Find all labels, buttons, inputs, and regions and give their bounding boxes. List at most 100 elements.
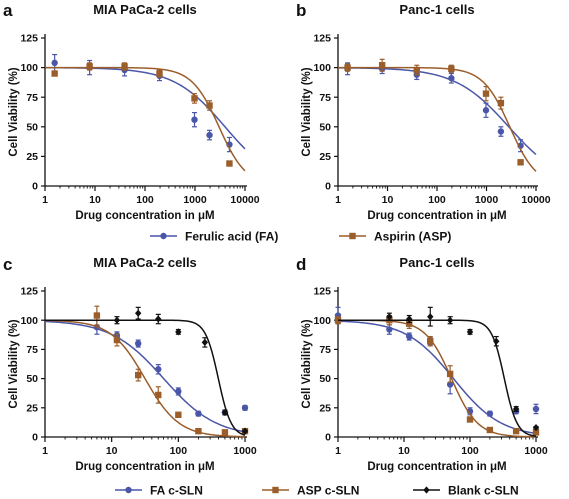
fit-curve: [44, 319, 246, 438]
legend-marker: [272, 486, 279, 494]
fit-curve: [45, 319, 246, 436]
y-tick-label: 50: [26, 373, 38, 385]
data-point: [113, 316, 121, 324]
x-tick-label: 100: [136, 194, 154, 206]
data-point: [195, 410, 202, 417]
y-tick-label: 0: [32, 432, 38, 444]
data-point: [486, 426, 494, 434]
data-point: [532, 424, 540, 432]
y-tick-label: 25: [26, 151, 38, 163]
data-point: [134, 340, 142, 347]
panel-title: MIA PaCa-2 cells: [93, 2, 197, 17]
panel-title: Panc-1 cells: [399, 2, 474, 17]
y-tick-label: 75: [319, 92, 331, 104]
y-axis-label: Cell Viability (%): [301, 319, 313, 408]
data-point: [446, 316, 454, 324]
data-point: [497, 128, 505, 135]
x-tick-label: 1: [335, 194, 341, 206]
legend-item: ASP c-SLN: [262, 483, 359, 497]
data-point: [121, 63, 128, 70]
y-tick-label: 125: [313, 33, 331, 45]
data-point: [221, 408, 229, 417]
data-point: [155, 391, 162, 399]
data-point: [446, 381, 454, 388]
data-point: [448, 65, 455, 72]
panel-title: Panc-1 cells: [399, 255, 474, 270]
fit-curve: [338, 319, 537, 437]
x-tick-label: 10: [106, 445, 118, 457]
y-tick-label: 100: [313, 315, 331, 327]
data-point: [406, 320, 413, 327]
legend-item: Ferulic acid (FA): [150, 229, 278, 243]
series-ferulic-acid-fa: [337, 62, 537, 156]
x-axis-label: Drug concentration in μM: [75, 210, 214, 222]
data-point: [378, 62, 386, 69]
y-tick-label: 75: [26, 344, 38, 356]
y-tick-label: 75: [319, 344, 331, 356]
x-tick-label: 1: [42, 445, 48, 457]
data-point: [517, 159, 524, 166]
panel-title: MIA PaCa-2 cells: [93, 255, 197, 270]
data-point: [206, 131, 213, 139]
y-axis-label: Cell Viability (%): [8, 319, 20, 408]
x-tick-label: 1000: [233, 445, 257, 457]
data-point: [155, 366, 162, 373]
y-tick-label: 100: [20, 62, 38, 74]
y-tick-label: 100: [20, 315, 38, 327]
legend-top: Ferulic acid (FA) Aspirin (ASP): [150, 229, 451, 243]
series-asp-c-sln: [44, 305, 249, 438]
x-axis-label: Drug concentration in μM: [75, 461, 214, 473]
data-point: [191, 116, 198, 123]
data-point: [155, 315, 162, 323]
x-tick-label: 1: [335, 445, 341, 457]
data-point: [512, 405, 520, 413]
legend-item: Aspirin (ASP): [339, 229, 451, 243]
data-point: [532, 405, 540, 413]
data-point: [175, 328, 182, 336]
data-point: [386, 313, 393, 321]
legend-bottom: FA c-SLN ASP c-SLN Blank c-SLN: [115, 483, 519, 497]
data-point: [486, 410, 494, 417]
legend-marker: [125, 486, 132, 494]
x-tick-label: 100: [428, 194, 446, 206]
legend-item: FA c-SLN: [115, 483, 203, 497]
x-tick-label: 10000: [230, 194, 259, 206]
y-tick-label: 125: [313, 286, 331, 298]
y-axis-label: Cell Viability (%): [8, 67, 20, 156]
data-point: [448, 75, 455, 82]
y-tick-label: 50: [319, 373, 331, 385]
panel-a: a MIA PaCa-2 cells 0 25 50 75 100 125 1 10 100 1000…: [3, 1, 260, 222]
y-tick-label: 25: [319, 151, 331, 163]
panel-letter: d: [296, 255, 306, 274]
data-point: [406, 315, 413, 323]
series-blank-c-sln: [338, 306, 540, 437]
data-point: [226, 160, 233, 167]
y-tick-label: 25: [26, 402, 38, 414]
series-blank-c-sln: [45, 306, 249, 436]
x-tick-label: 10: [398, 445, 410, 457]
data-point: [191, 95, 198, 102]
x-tick-label: 10: [89, 194, 101, 206]
y-tick-label: 50: [319, 121, 331, 133]
data-point: [86, 63, 93, 70]
y-tick-label: 75: [26, 92, 38, 104]
y-tick-label: 0: [325, 432, 331, 444]
y-tick-label: 50: [26, 121, 38, 133]
data-point: [446, 370, 454, 378]
panel-letter: a: [3, 1, 13, 20]
legend-marker: [423, 486, 430, 494]
data-point: [201, 338, 209, 346]
data-point: [532, 429, 540, 436]
fit-curve: [44, 320, 246, 433]
data-point: [512, 427, 520, 435]
legend-label: FA c-SLN: [150, 483, 203, 497]
data-point: [427, 338, 434, 345]
fit-curve: [338, 66, 537, 172]
series-asp-c-sln: [334, 314, 540, 438]
data-point: [344, 64, 351, 71]
data-point: [427, 313, 434, 321]
panel-d: d Panc-1 cells 0 25 50 75 100 125 1 10 100 1000 Drug…: [296, 255, 548, 473]
data-point: [156, 70, 163, 77]
panel-b: b Panc-1 cells 0 25 50 75 100 125 1 10 100 1000 1000…: [296, 1, 551, 222]
